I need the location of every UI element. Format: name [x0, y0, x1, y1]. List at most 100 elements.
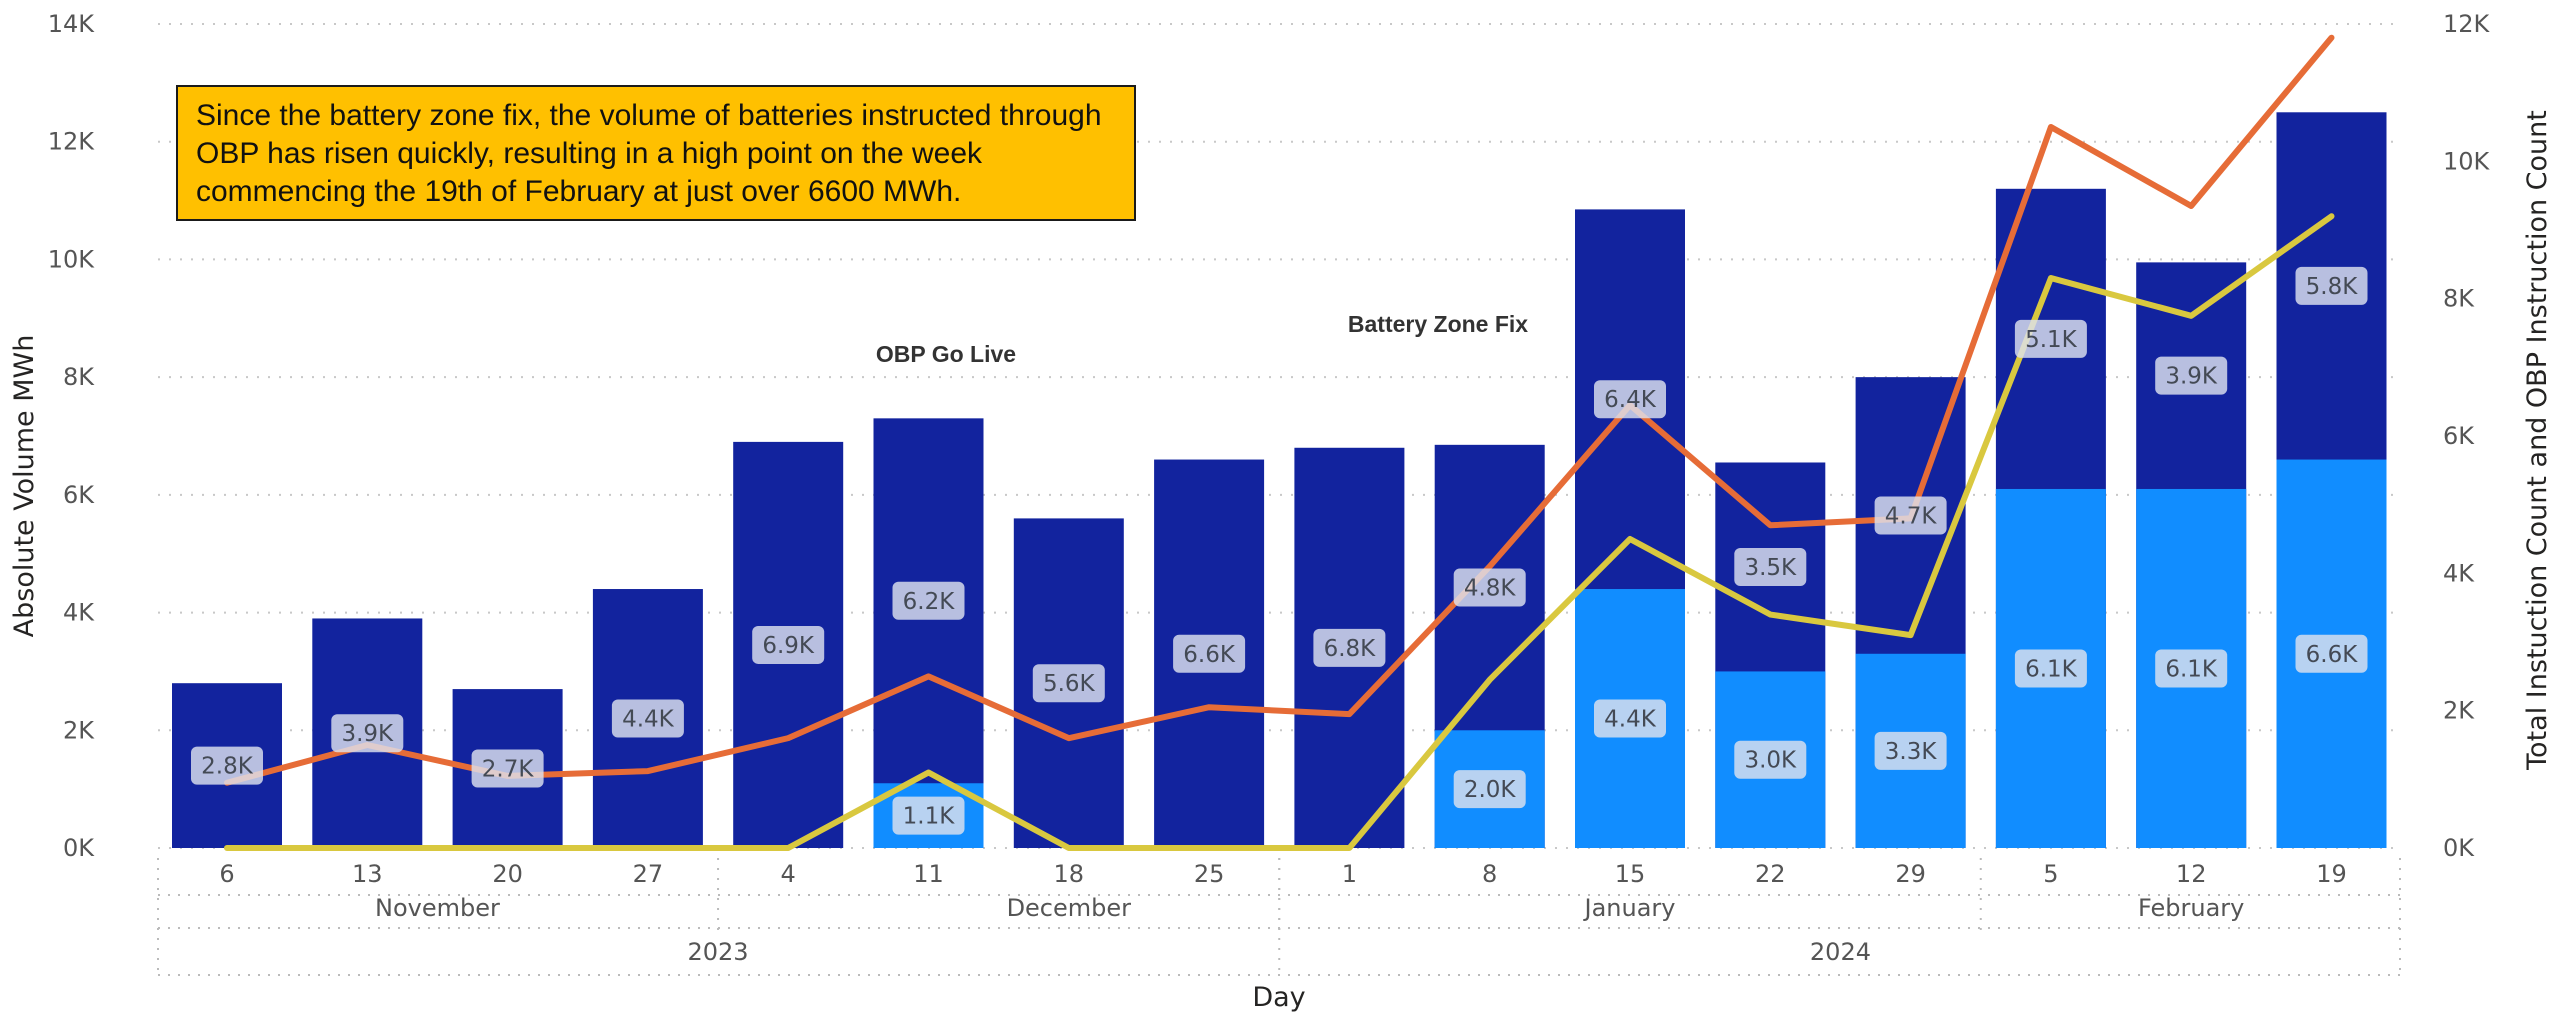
y2-tick-label: 6K [2443, 422, 2475, 450]
data-label-box [191, 746, 263, 785]
data-label: 4.4K [622, 707, 675, 733]
data-label-box [611, 699, 684, 738]
data-label-box [2155, 356, 2228, 395]
month-label: December [1007, 894, 1132, 922]
data-label: 6.9K [762, 633, 815, 659]
x-tick-label: 6 [219, 860, 234, 888]
data-label: 2.8K [201, 754, 254, 780]
instruction-count-lines [224, 34, 2335, 851]
x-tick-label: 22 [1755, 860, 1786, 888]
data-label: 5.6K [1043, 671, 1096, 697]
y-axis-left-ticks: 0K 2K 4K 6K 8K 10K 12K 14K [48, 10, 96, 862]
data-label: 6.4K [1604, 387, 1657, 413]
data-label-box [1594, 699, 1666, 738]
obp-go-live-annotation: OBP Go Live [876, 341, 1016, 367]
y-axis-right-ticks: 0K 2K 4K 6K 8K 10K 12K [2443, 10, 2491, 862]
data-label: 4.8K [1464, 576, 1517, 602]
y2-tick-label: 8K [2443, 285, 2475, 313]
data-label-box [471, 749, 544, 788]
data-labels: 2.8K 3.9K 2.7K 4.4K 6.9K 6.2K 5.6K 6.6K 6.8K 4.8K… [191, 266, 2368, 835]
data-label: 3.9K [2165, 364, 2218, 390]
x-tick-label: 20 [492, 860, 523, 888]
x-tick-label: 27 [633, 860, 664, 888]
x-tick-label: 15 [1615, 860, 1646, 888]
x-tick-label: 1 [1342, 860, 1357, 888]
instruction-line [224, 213, 2335, 851]
year-label: 2023 [688, 938, 749, 966]
data-label: 3.9K [341, 721, 394, 747]
x-tick-label: 8 [1482, 860, 1497, 888]
y2-tick-label: 4K [2443, 559, 2475, 587]
data-label: 1.1K [903, 804, 956, 830]
data-label-box [1453, 568, 1526, 607]
y-tick-label: 4K [63, 599, 95, 627]
month-label: January [1583, 894, 1676, 922]
data-label: 3.5K [1744, 555, 1797, 581]
data-label: 6.1K [2165, 656, 2218, 682]
y-axis-title: Absolute Volume MWh [9, 335, 40, 638]
y-tick-label: 12K [48, 128, 96, 156]
data-label: 6.2K [903, 589, 956, 615]
data-label-box [1594, 380, 1666, 419]
data-label-box [2295, 266, 2368, 305]
data-label-box [1032, 664, 1105, 703]
y-tick-label: 14K [48, 10, 96, 38]
y2-axis-title: Total Instuction Count and OBP Instructi… [2522, 110, 2552, 771]
data-label-box [2014, 319, 2087, 358]
data-label: 2.0K [1464, 777, 1517, 803]
y-tick-label: 10K [48, 245, 96, 273]
instruction-line [224, 34, 2335, 786]
x-tick-label: 29 [1895, 860, 1926, 888]
x-tick-label: 19 [2316, 860, 2347, 888]
data-label-box [1874, 731, 1947, 770]
y2-tick-label: 12K [2443, 10, 2491, 38]
obp-volume-bars [873, 459, 2387, 848]
x-tick-label: 25 [1194, 860, 1225, 888]
x-tick-label: 11 [913, 860, 944, 888]
x-axis-title: Day [1252, 982, 1305, 1013]
data-label-box [892, 796, 965, 835]
data-label: 3.3K [1885, 739, 1938, 765]
data-label: 2.7K [482, 757, 535, 783]
data-label: 5.1K [2025, 327, 2078, 353]
y-tick-label: 8K [63, 363, 95, 391]
y2-tick-label: 2K [2443, 697, 2475, 725]
x-tick-label: 4 [781, 860, 796, 888]
month-label: February [2138, 894, 2244, 922]
data-label: 6.8K [1324, 636, 1377, 662]
y-tick-label: 2K [63, 716, 95, 744]
data-label-box [2295, 634, 2368, 673]
battery-zone-fix-annotation: Battery Zone Fix [1348, 311, 1528, 337]
data-label: 4.4K [1604, 707, 1657, 733]
data-label-box [892, 581, 965, 620]
data-label-box [1453, 770, 1526, 809]
data-label-box [2014, 649, 2087, 688]
data-label-box [1173, 634, 1246, 673]
data-label: 6.1K [2025, 656, 2078, 682]
insight-callout: Since the battery zone fix, the volume o… [176, 85, 1136, 221]
y2-tick-label: 10K [2443, 147, 2491, 175]
data-label: 4.7K [1885, 503, 1938, 529]
data-label-box [1734, 547, 1807, 586]
data-label: 3.0K [1744, 748, 1797, 774]
x-tick-label: 12 [2176, 860, 2207, 888]
data-label-box [331, 714, 404, 753]
y-tick-label: 0K [63, 834, 95, 862]
x-tick-label: 5 [2043, 860, 2058, 888]
y-tick-label: 6K [63, 481, 95, 509]
data-label: 6.6K [1183, 642, 1236, 668]
month-label: November [375, 894, 500, 922]
total-volume-bar [873, 418, 984, 848]
data-label-box [1313, 628, 1386, 667]
data-label-box [752, 625, 825, 664]
year-label: 2024 [1810, 938, 1871, 966]
data-label-box [1874, 496, 1947, 535]
data-label-box [2155, 649, 2228, 688]
data-label: 6.6K [2306, 642, 2359, 668]
data-label-box [1734, 740, 1807, 779]
x-tick-label: 18 [1054, 860, 1085, 888]
data-label: 5.8K [2306, 274, 2359, 300]
x-tick-label: 13 [352, 860, 383, 888]
